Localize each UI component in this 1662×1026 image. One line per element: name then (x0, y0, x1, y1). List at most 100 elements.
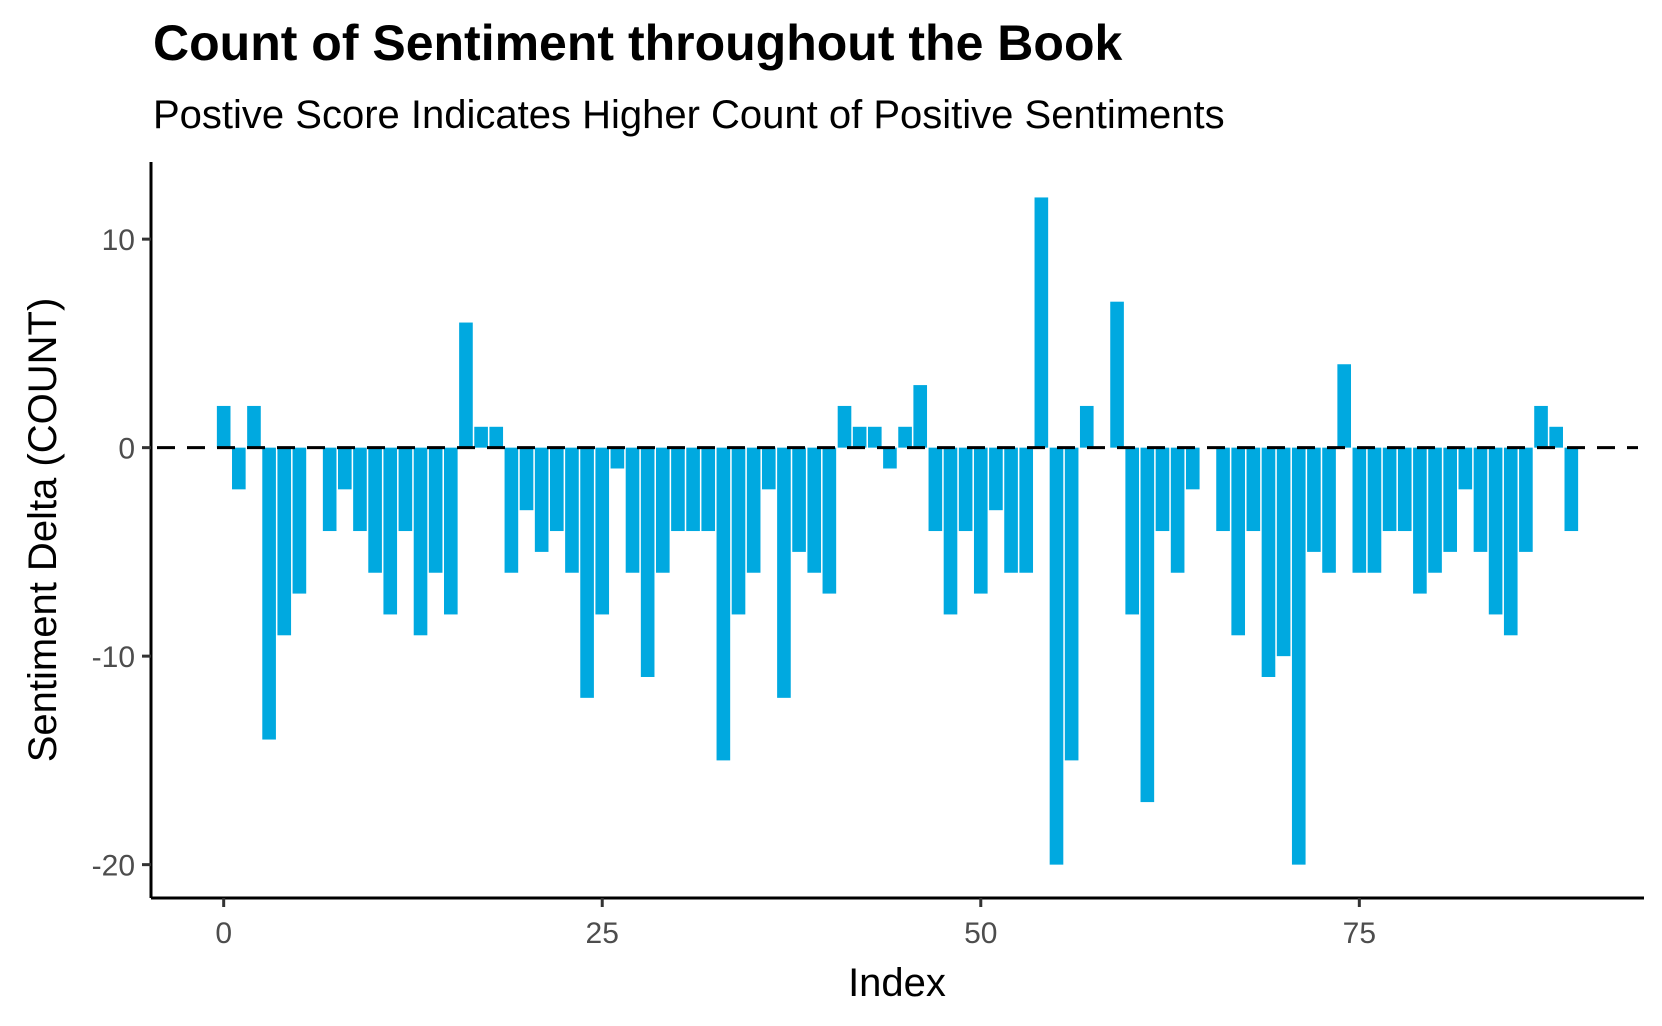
bar-63 (1170, 447, 1185, 573)
bar-88 (1549, 426, 1563, 448)
bar-16 (459, 322, 473, 448)
bar-89 (1564, 447, 1579, 532)
bar-10 (368, 447, 382, 573)
bar-69 (1261, 447, 1276, 677)
bar-9 (353, 447, 367, 532)
bar-18 (489, 426, 504, 448)
chart-subtitle: Postive Score Indicates Higher Count of … (153, 93, 1225, 137)
bar-series (216, 197, 1579, 865)
bar-80 (1428, 447, 1442, 573)
chart-title: Count of Sentiment throughout the Book (153, 15, 1122, 71)
bar-45 (898, 426, 912, 448)
bar-40 (822, 447, 837, 594)
x-axis-ticks: 0 25 50 75 (215, 898, 1376, 950)
bar-62 (1155, 447, 1170, 532)
y-tick-label: -10 (92, 641, 135, 674)
bar-64 (1185, 447, 1200, 490)
bar-26 (610, 447, 625, 469)
bar-25 (595, 447, 610, 615)
bar-36 (761, 447, 776, 490)
bar-54 (1034, 197, 1049, 448)
bar-39 (807, 447, 822, 573)
bar-53 (1019, 447, 1034, 573)
bar-56 (1064, 447, 1079, 761)
bar-12 (398, 447, 413, 532)
bar-48 (943, 447, 958, 615)
bar-74 (1337, 364, 1352, 448)
bar-76 (1367, 447, 1382, 573)
bar-41 (837, 405, 852, 448)
bar-3 (262, 447, 276, 740)
bar-27 (625, 447, 640, 573)
bar-33 (716, 447, 731, 761)
bar-70 (1276, 447, 1291, 657)
bar-37 (777, 447, 791, 698)
bar-15 (443, 447, 458, 615)
bar-28 (640, 447, 655, 677)
bar-24 (580, 447, 594, 698)
bar-47 (928, 447, 943, 532)
x-tick-label: 75 (1343, 917, 1376, 950)
bar-75 (1352, 447, 1367, 573)
bar-84 (1488, 447, 1503, 615)
bar-43 (867, 426, 882, 448)
bar-66 (1216, 447, 1230, 532)
y-tick-label: 0 (118, 433, 135, 466)
y-axis-title: Sentiment Delta (COUNT) (21, 298, 65, 763)
bar-77 (1382, 447, 1397, 532)
bar-30 (671, 447, 685, 532)
bar-83 (1473, 447, 1488, 552)
bar-23 (565, 447, 579, 573)
bar-86 (1519, 447, 1533, 552)
x-axis-title: Index (848, 961, 946, 1005)
bar-5 (292, 447, 307, 594)
bar-29 (655, 447, 670, 573)
bar-22 (549, 447, 564, 532)
bar-2 (247, 405, 261, 448)
bar-11 (383, 447, 398, 615)
bar-34 (731, 447, 746, 615)
bar-21 (534, 447, 549, 552)
bar-59 (1110, 301, 1124, 448)
bar-67 (1231, 447, 1246, 636)
bar-31 (686, 447, 700, 532)
bar-1 (232, 447, 246, 490)
bar-51 (989, 447, 1003, 511)
y-tick-label: 10 (102, 224, 135, 257)
bar-72 (1307, 447, 1321, 552)
bar-50 (973, 447, 988, 594)
bar-71 (1291, 447, 1306, 865)
bar-82 (1458, 447, 1473, 490)
bar-42 (852, 426, 867, 448)
bar-68 (1246, 447, 1261, 532)
bar-7 (322, 447, 337, 532)
bar-81 (1443, 447, 1457, 552)
x-tick-label: 0 (215, 917, 232, 950)
bar-14 (428, 447, 443, 573)
bar-52 (1004, 447, 1018, 573)
bar-35 (746, 447, 761, 573)
x-tick-label: 25 (586, 917, 619, 950)
bar-87 (1534, 405, 1548, 448)
bar-17 (474, 426, 488, 448)
bar-60 (1125, 447, 1140, 615)
bar-78 (1397, 447, 1412, 532)
bar-13 (413, 447, 428, 636)
bar-8 (338, 447, 352, 490)
bar-44 (883, 447, 897, 469)
bar-61 (1140, 447, 1155, 803)
y-tick-label: -20 (92, 850, 135, 883)
bar-49 (958, 447, 973, 532)
bar-38 (792, 447, 806, 552)
bar-85 (1503, 447, 1518, 636)
bar-55 (1049, 447, 1064, 865)
x-tick-label: 50 (964, 917, 997, 950)
bar-4 (277, 447, 292, 636)
bar-73 (1322, 447, 1336, 573)
bar-20 (519, 447, 534, 511)
bar-57 (1079, 405, 1094, 448)
bar-0 (216, 405, 231, 448)
bar-19 (504, 447, 519, 573)
bar-46 (913, 385, 928, 448)
